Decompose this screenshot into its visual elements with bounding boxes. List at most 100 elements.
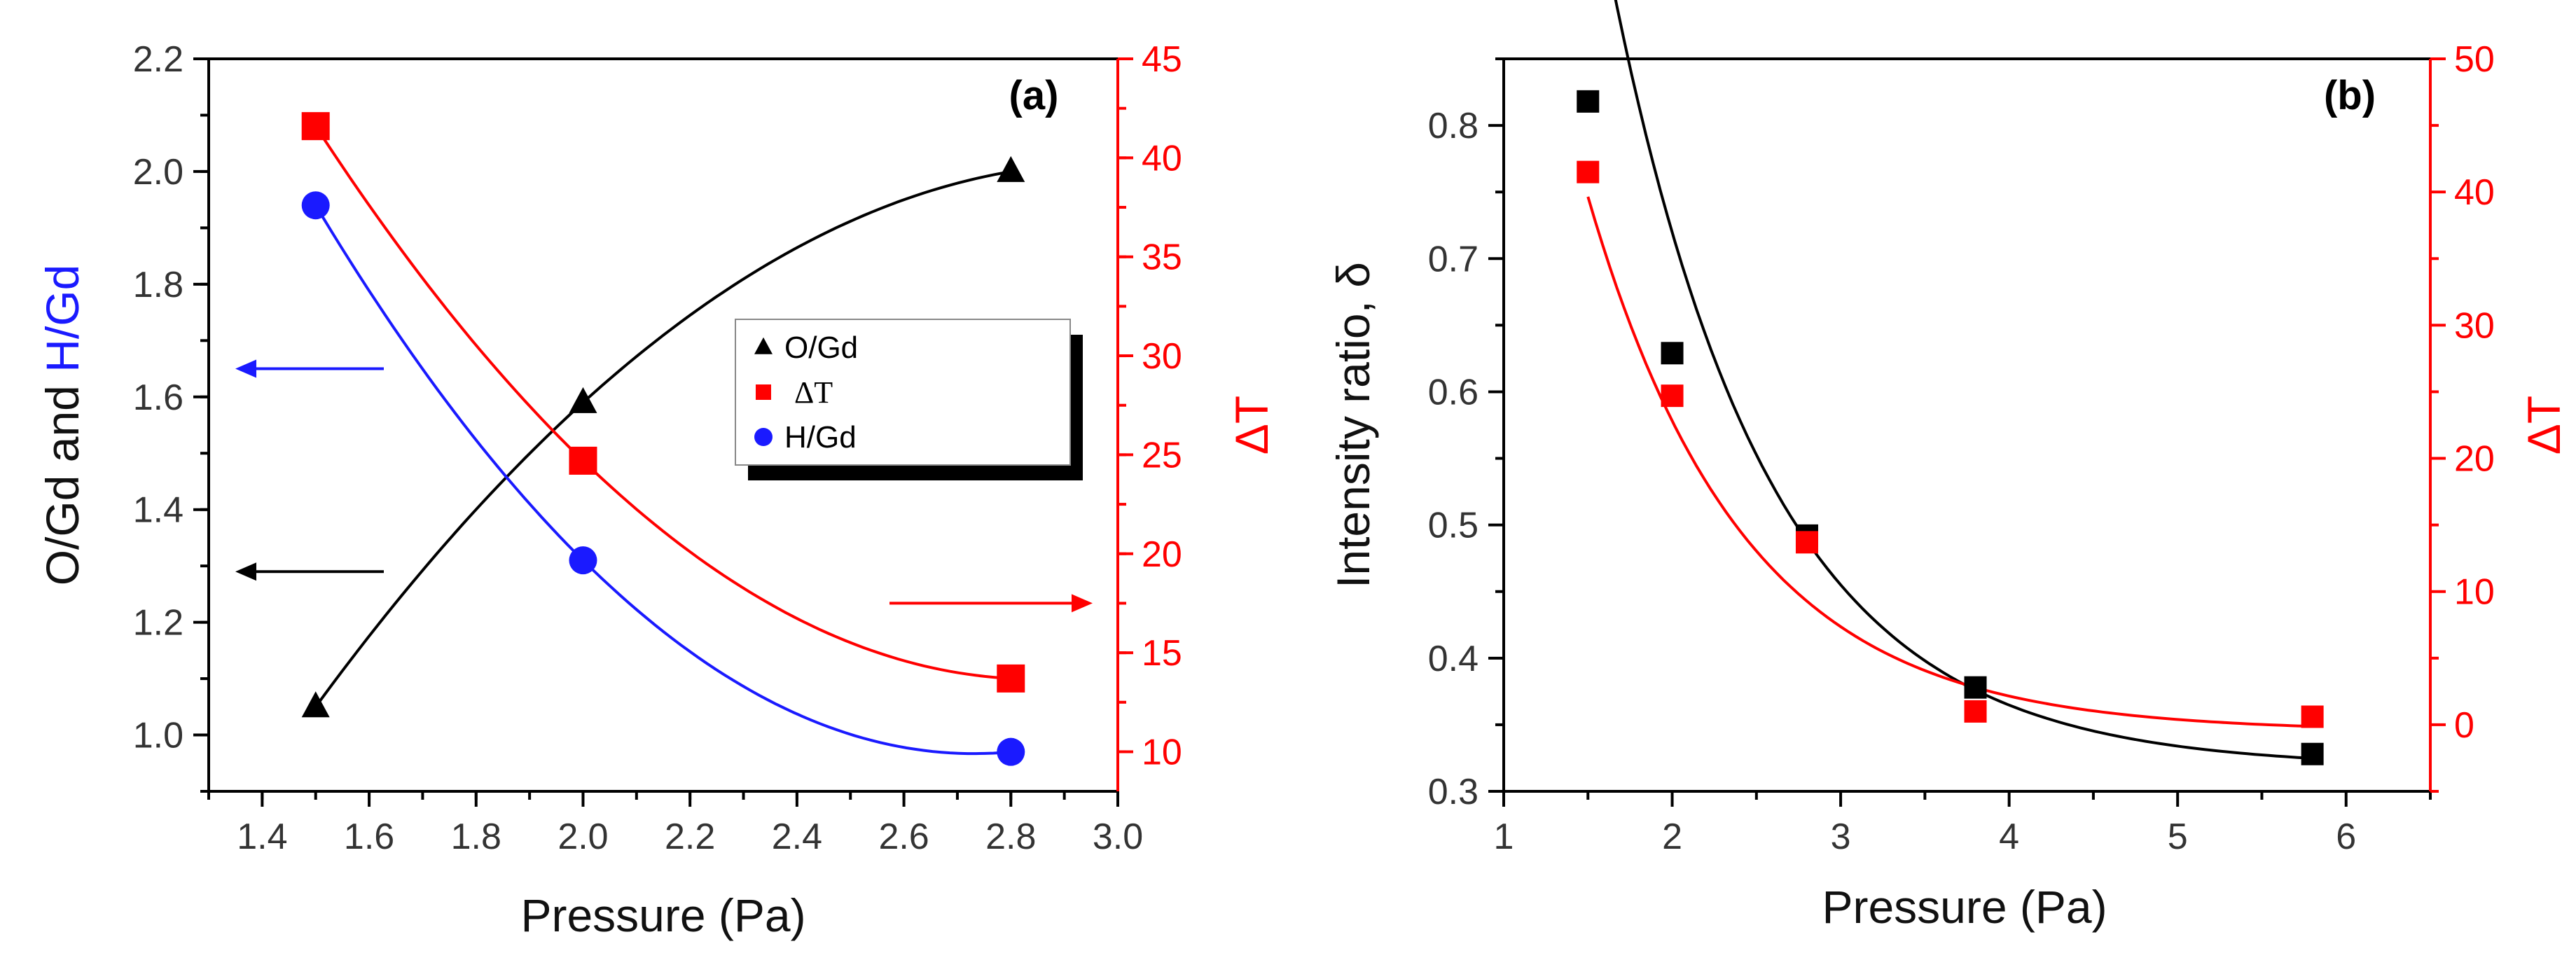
panel-b-right-y-ticks: 0 10 20 30 40 50	[2430, 39, 2495, 793]
x-tick-label: 2.4	[772, 817, 822, 857]
left-y-tick-label: 1.2	[133, 603, 183, 644]
x-tick-label: 2	[1662, 817, 1682, 857]
data-point-square	[2301, 742, 2324, 765]
right-y-tick-label: 30	[2454, 305, 2495, 346]
panel-b-left-axis-title: Intensity ratio, δ	[1327, 262, 1379, 588]
fit-curve	[314, 125, 1011, 680]
data-point-triangle	[301, 691, 330, 718]
panel-b-left-y-ticks: 0.3 0.4 0.5 0.6 0.7 0.8	[1428, 57, 1504, 812]
panel-a-axis-arrows	[235, 359, 1093, 613]
right-y-tick-label: 30	[1142, 336, 1182, 377]
left-y-tick-label: 0.4	[1428, 639, 1479, 679]
left-y-tick-label: 0.6	[1428, 372, 1479, 412]
x-tick-label: 3	[1831, 817, 1851, 857]
axis-pointer-arrow-head	[235, 562, 256, 581]
panel-a-x-ticks: 1.4 1.6 1.8 2.0 2.2 2.4 2.6 2.8 3.0	[207, 791, 1143, 857]
panel-b-x-ticks: 1 2 3 4 5 6	[1494, 791, 2432, 857]
x-tick-label: 1.8	[451, 817, 501, 857]
panel-a-right-y-ticks: 10 15 20 25 30 35 40 45	[1118, 39, 1182, 772]
legend-marker-square	[756, 384, 771, 400]
legend-items: O/Gd ΔT H/Gd	[754, 331, 858, 454]
left-y-tick-label: 0.5	[1428, 506, 1479, 546]
x-tick-label: 2.2	[665, 817, 715, 857]
right-y-tick-label: 10	[1142, 732, 1182, 772]
fit-curve	[314, 204, 1011, 756]
x-tick-label: 3.0	[1093, 817, 1143, 857]
left-y-tick-label: 0.8	[1428, 106, 1479, 146]
data-point-square	[1964, 700, 1987, 723]
left-y-tick-label: 0.3	[1428, 772, 1479, 812]
panel-a: 1.4 1.6 1.8 2.0 2.2 2.4 2.6 2.8 3.0 1.0 1.2 1.4 1.6…	[36, 39, 1277, 941]
panel-b-right-axis-title: ΔT	[2518, 396, 2570, 454]
panel-b-data-markers	[1577, 90, 2324, 765]
x-tick-label: 1.4	[237, 817, 287, 857]
fit-curve	[1614, 0, 2313, 760]
legend-marker-triangle	[754, 337, 773, 354]
left-axis-title-hg: H/Gd	[36, 265, 88, 373]
right-y-tick-label: 0	[2454, 705, 2474, 746]
right-y-tick-label: 20	[2454, 439, 2495, 480]
fit-curve	[314, 169, 1011, 708]
axis-pointer-arrow-head	[235, 359, 256, 378]
panel-a-data-markers	[301, 112, 1025, 766]
right-y-tick-label: 35	[1142, 237, 1182, 278]
data-point-square	[569, 446, 597, 475]
data-point-triangle	[569, 387, 597, 413]
left-y-tick-label: 1.0	[133, 716, 183, 756]
left-y-tick-label: 1.8	[133, 265, 183, 305]
left-y-tick-label: 0.7	[1428, 239, 1479, 279]
legend-label: O/Gd	[784, 331, 858, 365]
data-point-square	[2301, 705, 2324, 728]
data-point-circle	[569, 546, 597, 575]
left-y-tick-label: 2.2	[133, 39, 183, 80]
left-y-tick-label: 1.4	[133, 490, 183, 531]
data-point-circle	[997, 737, 1025, 766]
x-tick-label: 6	[2336, 817, 2356, 857]
x-tick-label: 1	[1494, 817, 1514, 857]
panel-a-fit-curves	[314, 125, 1011, 756]
x-tick-label: 5	[2168, 817, 2188, 857]
panel-a-right-axis-title: ΔT	[1226, 396, 1277, 454]
data-point-square	[1577, 90, 1600, 113]
panel-a-left-axis-title: O/Gd and H/Gd	[36, 265, 88, 586]
legend-label: ΔT	[794, 375, 833, 410]
right-y-tick-label: 10	[2454, 572, 2495, 613]
left-y-tick-label: 1.6	[133, 377, 183, 418]
x-tick-label: 4	[1999, 817, 2019, 857]
legend-label: H/Gd	[784, 420, 857, 454]
data-point-square	[1661, 384, 1684, 408]
panel-a-left-y-ticks: 1.0 1.2 1.4 1.6 1.8 2.0 2.2	[133, 39, 209, 793]
fit-curve	[1586, 196, 2313, 728]
x-tick-label: 2.6	[878, 817, 929, 857]
data-point-square	[1661, 342, 1684, 365]
panel-a-label: (a)	[1009, 73, 1059, 118]
panel-b-fit-curves	[1586, 0, 2313, 760]
panel-b: 1 2 3 4 5 6 0.3 0.4 0.5 0.6 0.7 0.8 0 10 20 30 40 50 (b…	[1327, 0, 2570, 933]
legend-marker-circle	[754, 428, 773, 446]
axis-pointer-arrow-head	[1072, 594, 1093, 613]
right-y-tick-label: 45	[1142, 39, 1182, 80]
data-point-circle	[301, 191, 330, 220]
legend-box	[735, 319, 1071, 466]
panel-b-x-axis-title: Pressure (Pa)	[1822, 881, 2107, 933]
panel-b-label: (b)	[2324, 73, 2376, 118]
x-tick-label: 2.0	[558, 817, 608, 857]
right-y-tick-label: 25	[1142, 435, 1182, 475]
data-point-square	[301, 112, 330, 141]
right-y-tick-label: 15	[1142, 633, 1182, 674]
left-axis-title-og: O/Gd and	[36, 373, 88, 586]
left-y-tick-label: 2.0	[133, 152, 183, 193]
panel-a-x-axis-title: Pressure (Pa)	[520, 889, 805, 941]
data-point-square	[997, 664, 1025, 693]
data-point-square	[1795, 531, 1818, 554]
right-y-tick-label: 50	[2454, 39, 2495, 80]
data-point-square	[1964, 676, 1987, 699]
x-tick-label: 1.6	[344, 817, 394, 857]
right-y-tick-label: 40	[1142, 138, 1182, 179]
data-point-square	[1577, 160, 1600, 183]
right-y-tick-label: 40	[2454, 172, 2495, 213]
x-tick-label: 2.8	[985, 817, 1036, 857]
panel-a-legend: O/Gd ΔT H/Gd	[735, 319, 1083, 480]
right-y-tick-label: 20	[1142, 534, 1182, 575]
